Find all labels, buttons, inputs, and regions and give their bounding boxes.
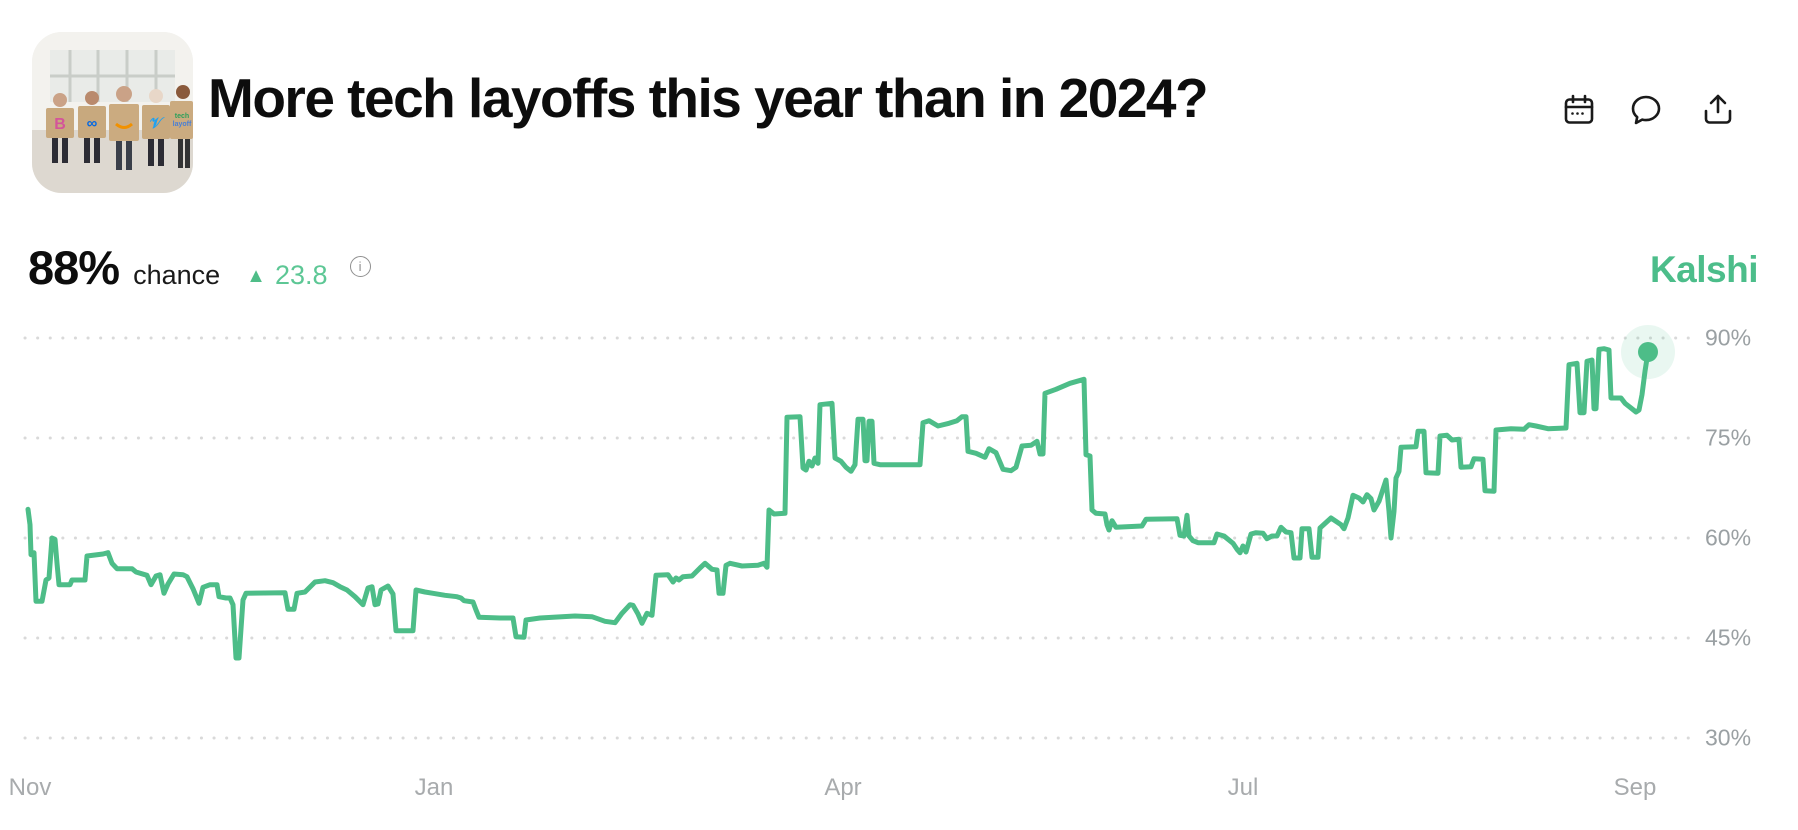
y-axis-label: 30%	[1705, 724, 1752, 751]
change-up-arrow-icon: ▲	[246, 265, 266, 287]
x-axis-label: Sep	[1613, 774, 1657, 801]
x-axis-label: Nov	[8, 774, 52, 801]
svg-text:tech: tech	[175, 113, 189, 120]
svg-text:∞: ∞	[87, 115, 98, 132]
svg-text:𝒱: 𝒱	[150, 115, 165, 132]
kalshi-logo: Kalshi	[1649, 249, 1759, 290]
y-axis-label: 45%	[1705, 624, 1752, 651]
svg-text:layoff: layoff	[173, 121, 192, 128]
x-axis-label: Apr	[824, 774, 862, 801]
thumbnail-illustration: B ∞ 𝒱	[32, 32, 193, 193]
svg-text:B: B	[54, 116, 66, 133]
share-icon[interactable]	[1700, 92, 1736, 128]
page-title: More tech layoffs this year than in 2024…	[208, 67, 1209, 129]
market-thumbnail[interactable]: B ∞ 𝒱	[32, 32, 193, 193]
chart-gridlines	[23, 336, 1700, 740]
comment-icon[interactable]	[1628, 92, 1664, 128]
y-axis-label: 60%	[1705, 524, 1752, 551]
info-icon[interactable]: i	[349, 255, 371, 277]
x-axis-label: Jan	[414, 774, 454, 801]
y-axis-label: 75%	[1705, 424, 1752, 451]
y-axis-label: 90%	[1705, 324, 1752, 351]
current-point-dot	[1638, 342, 1658, 363]
probability-label: chance	[133, 260, 221, 290]
change-value: 23.8	[274, 260, 328, 290]
probability-value: 88%	[28, 241, 120, 294]
x-axis-label: Jul	[1227, 774, 1259, 801]
calendar-icon[interactable]	[1561, 92, 1597, 128]
chart-series	[25, 325, 1675, 661]
price-line	[25, 346, 1651, 661]
probability-row: 88% chance ▲ 23.8 i	[28, 240, 371, 294]
